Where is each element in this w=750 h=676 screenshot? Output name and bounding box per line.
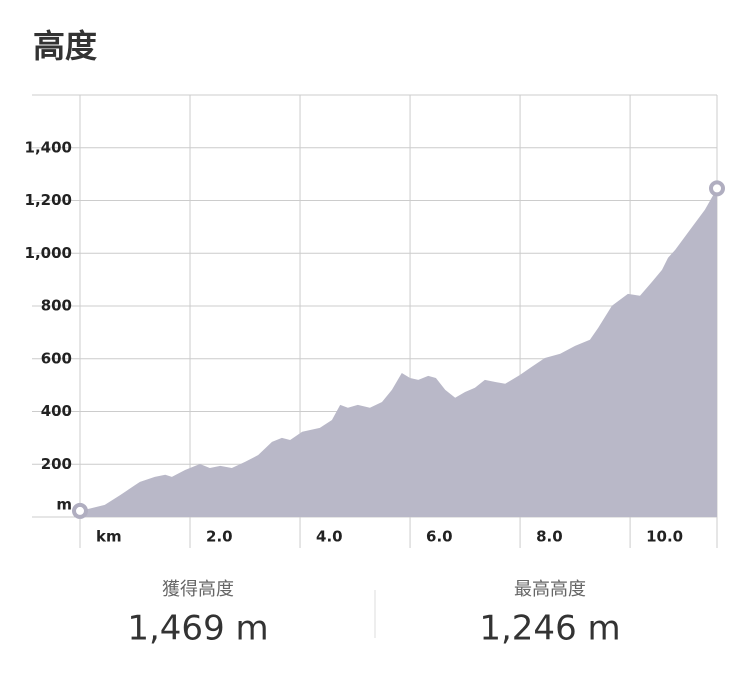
- x-tick-label: 8.0: [536, 528, 563, 546]
- y-tick-label: 1,400: [25, 138, 72, 156]
- y-tick-label: 400: [41, 402, 72, 420]
- stat-value: 1,246 m: [479, 609, 620, 649]
- endpoint-marker: [72, 502, 88, 519]
- endpoint-marker: [709, 180, 725, 197]
- x-tick-label: 6.0: [426, 528, 453, 546]
- x-tick-label: 2.0: [206, 528, 233, 546]
- chart-title: 高度: [33, 27, 97, 65]
- x-tick-label: 4.0: [316, 528, 343, 546]
- y-tick-label: 1,000: [25, 244, 72, 262]
- y-tick-label: 600: [41, 349, 72, 367]
- stat-label: 獲得高度: [162, 579, 234, 600]
- y-tick-label: 1,200: [25, 191, 72, 209]
- x-tick-label: km: [96, 528, 122, 546]
- y-tick-label: 200: [41, 455, 72, 473]
- x-tick-label: 10.0: [646, 528, 683, 546]
- stat-value: 1,469 m: [127, 609, 268, 649]
- stat-label: 最高高度: [514, 579, 586, 600]
- y-tick-label: 800: [41, 297, 72, 315]
- area: [80, 188, 717, 517]
- y-tick-label: m: [56, 496, 72, 514]
